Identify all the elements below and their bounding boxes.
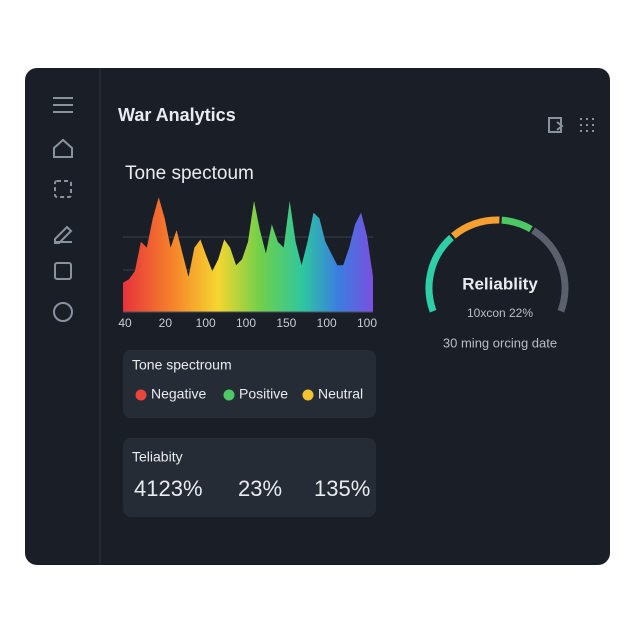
gauge-title: Reliablity [462,274,538,293]
gauge-caption: 30 ming orcing date [443,335,557,350]
spectrum-chart: 40 20 100 100 150 100 100 [118,197,377,330]
edit-icon[interactable] [54,225,73,244]
legend-swatch [302,389,314,401]
legend-label: Positive [239,386,288,402]
x-tick-label: 40 [118,316,132,330]
export-icon[interactable] [548,117,564,133]
legend-title: Tone spectroum [132,357,232,373]
gauge-arc [425,234,454,313]
gauge [425,216,569,313]
legend-card [123,350,376,418]
grid-icon[interactable] [54,180,72,198]
x-tick-label: 100 [236,316,256,330]
reliability-value: 4123% [134,476,203,501]
search-icon[interactable] [53,302,73,322]
legend-swatch [223,389,235,401]
gauge-arc [451,216,500,239]
home-icon[interactable] [53,138,73,158]
menu-icon[interactable] [53,97,73,113]
reliability-value: 135% [314,476,370,501]
spectrum-area [123,197,373,312]
gauge-subtitle: 10xcon 22% [467,306,533,320]
more-icon[interactable] [580,118,594,132]
x-tick-label: 100 [196,316,216,330]
gauge-arc [501,216,533,233]
reliability-value: 23% [238,476,282,501]
legend: Negative Positive Neutral [135,386,363,402]
x-tick-label: 150 [276,316,296,330]
legend-label: Neutral [318,386,363,402]
spectrum-title: Tone spectoum [125,163,254,184]
sidebar-icons [53,97,594,322]
x-tick-label: 100 [357,316,377,330]
doc-icon[interactable] [54,262,72,280]
x-tick-label: 100 [317,316,337,330]
reliability-card [123,438,376,517]
gauge-arc [531,227,569,313]
app-title: War Analytics [118,105,236,125]
reliability-title: Teliabity [132,449,183,465]
reliability-values: 4123% 23% 135% [134,476,370,501]
legend-label: Negative [151,386,206,402]
legend-swatch [135,389,147,401]
x-tick-label: 20 [159,316,173,330]
